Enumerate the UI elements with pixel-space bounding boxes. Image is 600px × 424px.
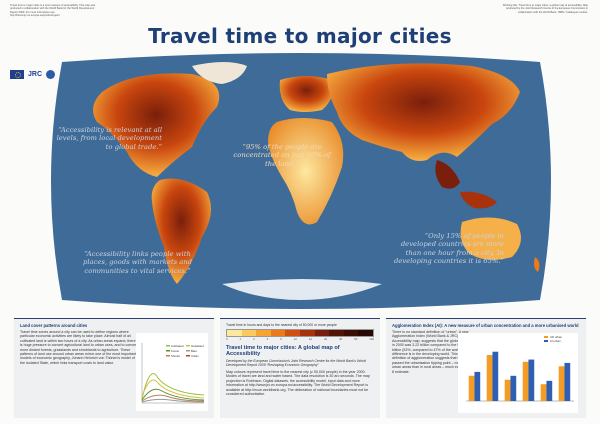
panel-land-cover-body: Travel time zones around a city can be u… [20,330,138,365]
quote-accessibility-links: “Accessibility links people with places,… [82,250,193,275]
bar-ai-urban [546,380,553,401]
legend-entry: Grassland [191,344,204,348]
land-cover-line-chart: Cultivated Forest Shrubs Grassland Bare … [136,333,208,411]
scale-tick-label: 6 [280,337,282,341]
chart-legend-swatch [544,336,548,338]
legend-entry: Cultivated [171,344,184,348]
scale-tick-label: 10d [369,337,374,341]
world-bank-logo-icon [46,70,56,79]
quote-developed-countries: “Only 15% of people in developed countri… [393,232,504,266]
chart-legend-swatch [544,340,548,342]
world-accessibility-map [42,52,560,310]
scale-tick-label: 3d [339,337,343,341]
quote-population-concentration: “95% of the people are concentrated on j… [233,143,331,168]
bar-un-urban [486,355,493,401]
scale-tick-label: 2d [323,337,328,341]
color-scale-swatch [299,330,315,336]
bar-un-urban [468,375,475,401]
color-scale-swatch [285,330,300,336]
map-description-body: Map colours represent travel time to the… [226,370,370,397]
color-scale-swatch [241,330,257,336]
bar-un-urban [558,366,565,401]
chart-legend-label: UN urban [550,335,562,339]
bar-ai-urban [474,371,481,401]
travel-time-color-scale [226,329,374,337]
bar-ai-urban [492,351,499,401]
color-scale-swatch [270,330,286,336]
color-scale-swatch [343,330,359,336]
eu-flag-icon [10,70,24,79]
travel-time-scale-ticks: 0 1 2 3 6 12 1d 2d 3d 5d 10d [226,337,374,341]
color-scale-swatch [329,330,344,336]
color-scale-swatch [314,330,330,336]
panel-agglomeration-index: Agglomeration Index (AI): A new measure … [386,318,586,418]
top-right-credits: Working title: Travel time to major citi… [502,4,588,14]
quote-local-development: “Accessibility is relevant at all levels… [56,126,162,151]
color-scale-swatch [358,330,373,336]
legend-entry: Forest [171,349,179,353]
bottom-panels: Land cover patterns around cities Travel… [14,318,586,418]
bar-un-urban [504,379,511,401]
jrc-logo: JRC [28,71,43,78]
legend-entry: Urban [191,354,199,358]
bar-un-urban [540,384,547,401]
bar-ai-urban [564,362,571,401]
scale-tick-label: 5d [354,337,358,341]
color-scale-swatch [256,330,271,336]
legend-entry: Bare [191,349,197,353]
bar-ai-urban [528,359,535,401]
scale-tick-label: 0 [226,337,228,341]
panel-agglomeration-body: There is no standard definition of “urba… [392,330,490,374]
top-left-credits: Travel time to major cities is a new mea… [10,4,96,18]
scale-tick-label: 3 [266,337,269,341]
chart-legend-label: AI urban [550,339,561,343]
legend-entry: Shrubs [171,354,180,358]
poster-title: Travel time to major cities [148,24,452,48]
map-description-subheading: Developed by the European Commission's J… [226,359,366,367]
panel-land-cover-heading: Land cover patterns around cities [20,323,88,328]
scale-tick-label: 1 [239,337,242,341]
bar-un-urban [522,361,529,401]
logo-strip: JRC [10,70,56,79]
color-scale-swatch [227,330,242,336]
bar-ai-urban [510,375,517,401]
panel-agglomeration-heading: Agglomeration Index (AI): A new measure … [392,323,579,328]
scale-tick-label: 1d [308,337,312,341]
map-description-heading: Travel time to major cities: A global ma… [226,345,340,357]
scale-tick-label: 2 [253,337,255,341]
scale-tick-label: 12 [293,337,297,341]
legend-caption: Travel time in hours and days to the nea… [226,323,337,327]
panel-land-cover: Land cover patterns around cities Travel… [14,318,214,418]
panel-map-legend: Travel time in hours and days to the nea… [220,318,380,418]
